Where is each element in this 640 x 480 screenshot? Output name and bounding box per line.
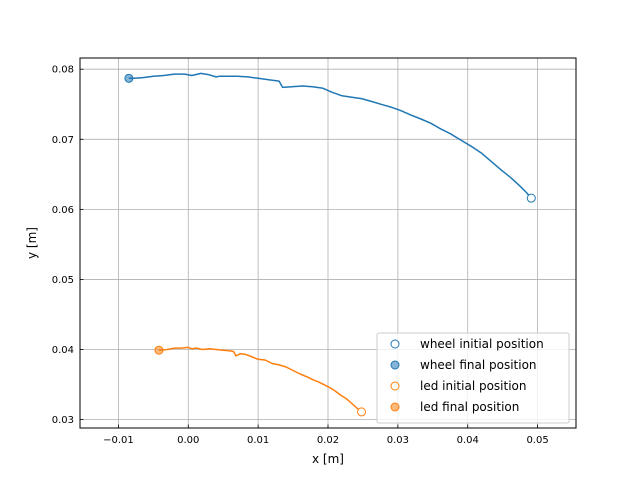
y-tick-label: 0.07	[52, 135, 74, 146]
wheel-trajectory-line	[128, 72, 532, 199]
x-tick-label: 0.04	[457, 435, 479, 446]
x-tick-label: 0.03	[387, 435, 409, 446]
legend-box	[376, 332, 570, 424]
y-tick-label: 0.05	[52, 275, 74, 286]
legend-label-led-initial: led initial position	[420, 379, 527, 393]
wheel-initial-marker	[526, 193, 536, 203]
y-tick-label: 0.03	[52, 415, 74, 426]
y-tick-label: 0.04	[52, 345, 74, 356]
legend: wheel initial position wheel final positi…	[376, 332, 570, 424]
legend-marker-wheel-final	[390, 360, 400, 370]
legend-label-wheel-initial: wheel initial position	[420, 337, 544, 351]
series-markers	[124, 73, 536, 417]
led-initial-marker	[357, 407, 367, 417]
y-tick-label: 0.06	[52, 205, 74, 216]
x-tick-label: 0.01	[247, 435, 269, 446]
x-tick-label: 0.00	[177, 435, 199, 446]
wheel-final-marker	[124, 73, 134, 83]
legend-marker-led-initial	[390, 381, 400, 391]
y-tick-label: 0.08	[52, 65, 74, 76]
x-tick-label: 0.02	[317, 435, 339, 446]
legend-label-led-final: led final position	[420, 400, 519, 414]
x-tick-label: −0.01	[103, 435, 134, 446]
x-axis-label: x [m]	[312, 452, 344, 466]
series-lines	[128, 72, 532, 413]
legend-marker-wheel-initial	[390, 339, 400, 349]
x-ticks: −0.01 0.00 0.01 0.02 0.03 0.04 0.05	[103, 424, 549, 446]
x-tick-label: 0.05	[526, 435, 548, 446]
led-final-marker	[154, 345, 164, 355]
y-axis-label: y [m]	[25, 227, 39, 259]
y-ticks: 0.03 0.04 0.05 0.06 0.07 0.08	[52, 65, 84, 426]
legend-label-wheel-final: wheel final position	[420, 358, 537, 372]
led-trajectory-line	[158, 346, 362, 413]
legend-marker-led-final	[390, 402, 400, 412]
